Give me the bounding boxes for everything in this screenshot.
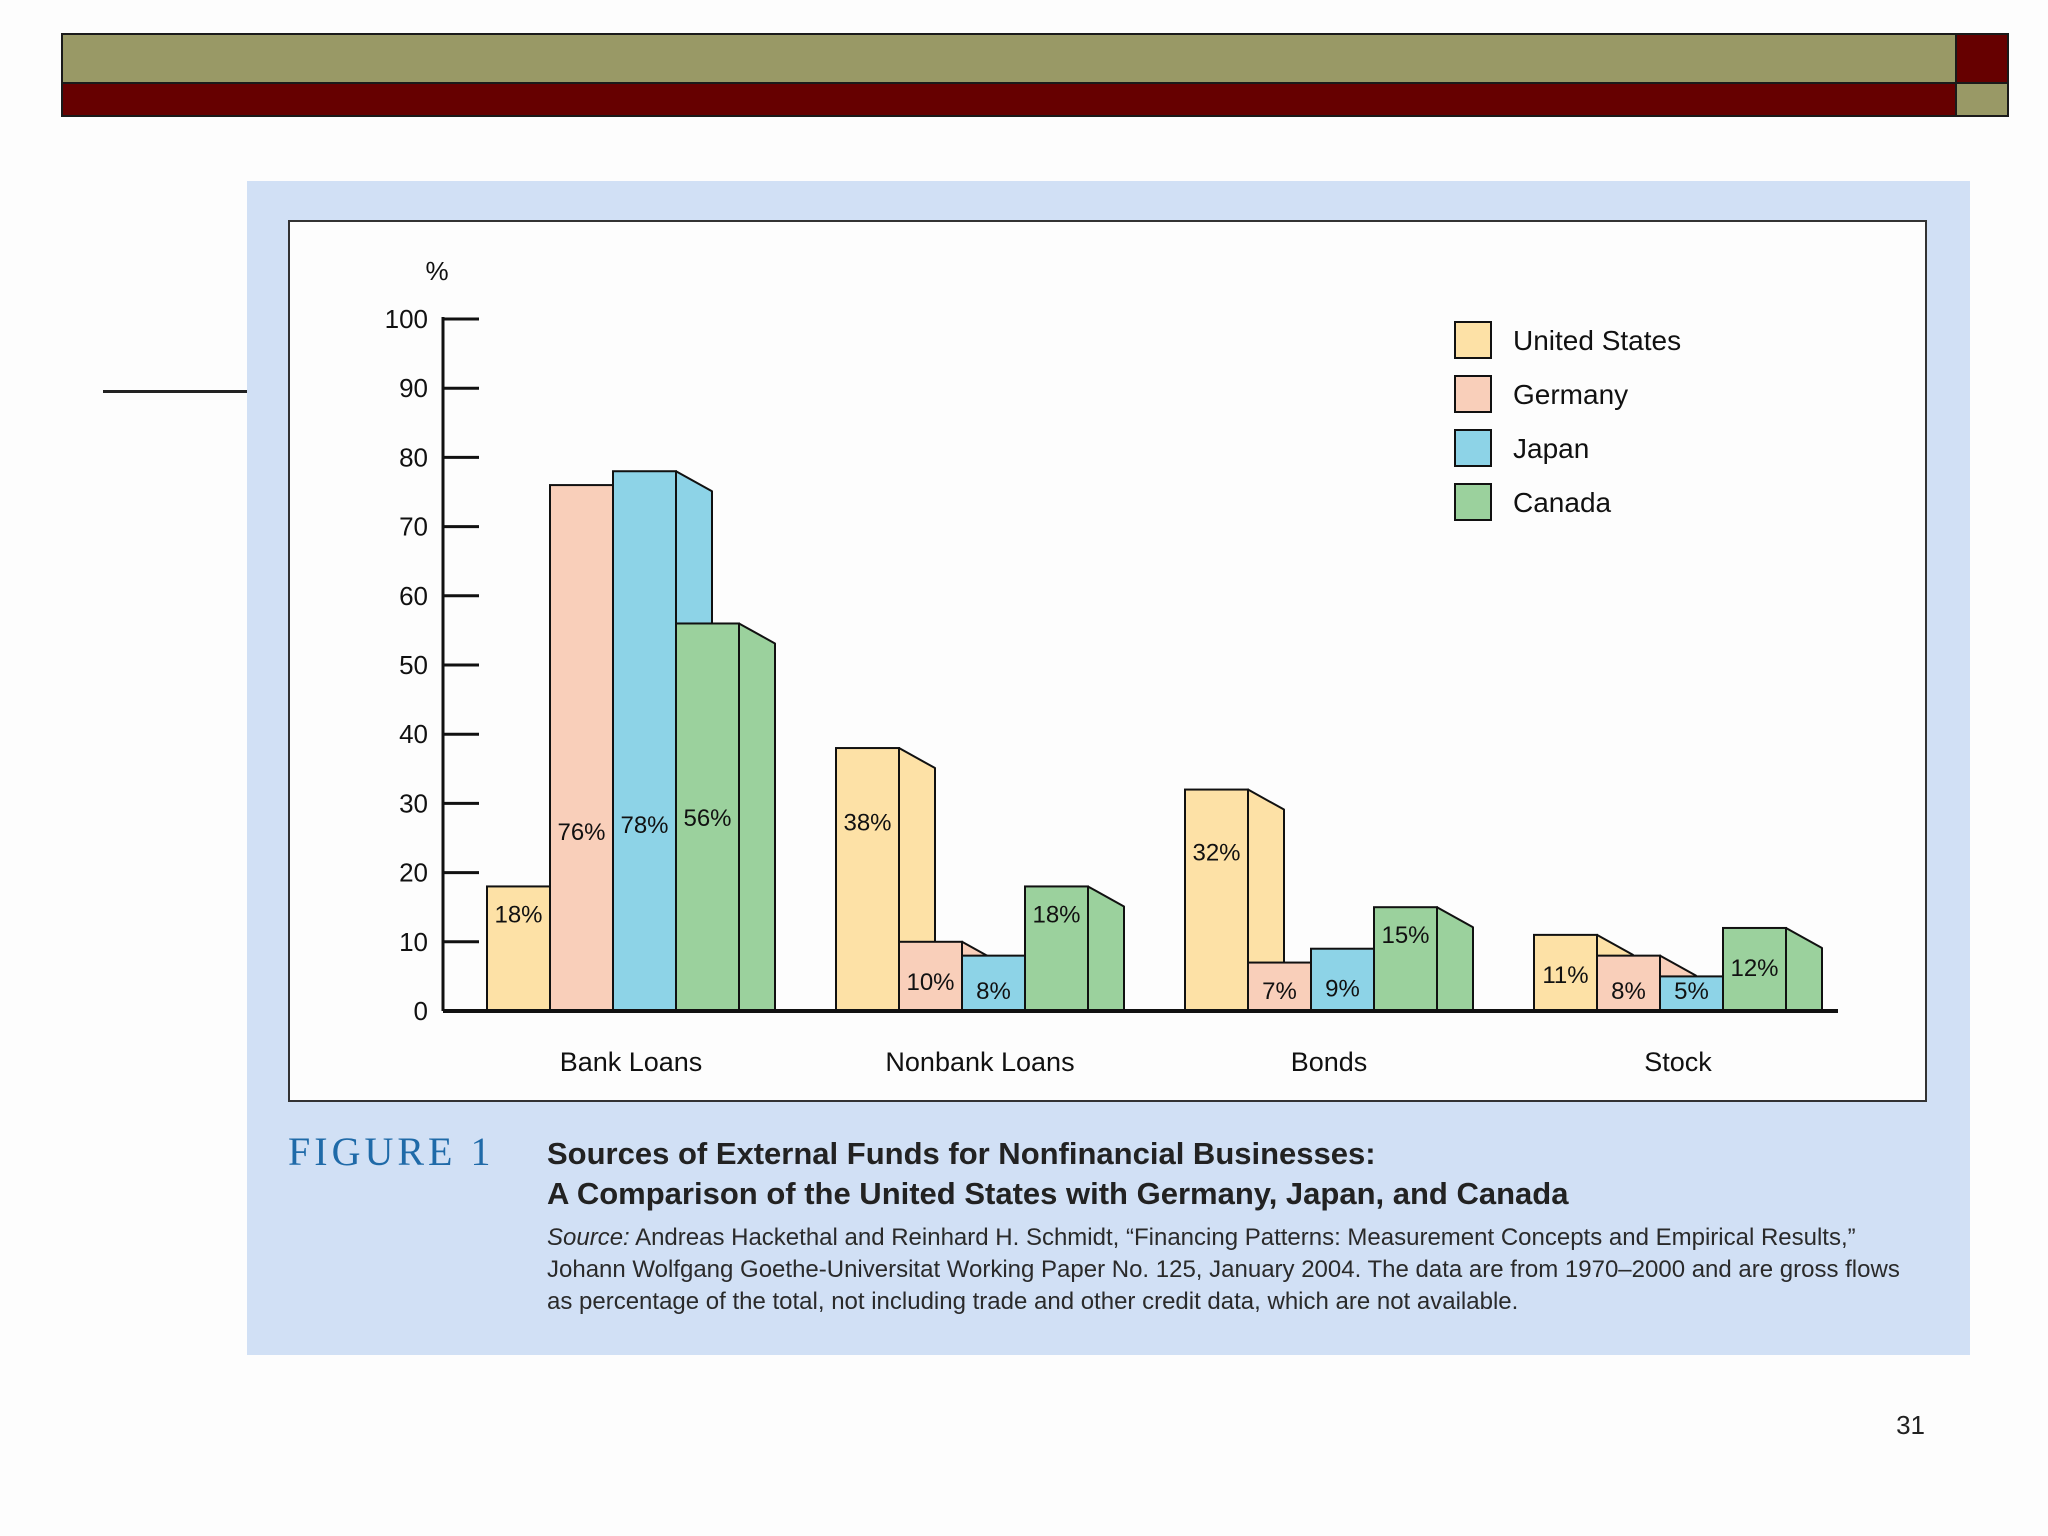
x-tick-label-stock: Stock bbox=[1644, 1047, 1712, 1077]
legend-label-germany: Germany bbox=[1513, 379, 1628, 410]
figure-title: Sources of External Funds for Nonfinanci… bbox=[547, 1134, 1568, 1214]
legend-label-japan: Japan bbox=[1513, 433, 1589, 464]
bar-japan-bonds bbox=[1310, 947, 1375, 1012]
data-label-germany-stock: 8% bbox=[1611, 978, 1646, 1005]
y-tick-label: 30 bbox=[399, 788, 428, 818]
bar-side-canada-bank-loans bbox=[738, 622, 776, 1012]
data-label-united-states-bank-loans: 18% bbox=[494, 901, 542, 928]
legend-swatch-canada bbox=[1454, 483, 1492, 521]
bar-germany-bank-loans bbox=[549, 484, 614, 1012]
bar-united-states-bonds bbox=[1184, 788, 1249, 1012]
bar-side-canada-bonds bbox=[1436, 906, 1474, 1012]
legend-swatch-japan bbox=[1454, 429, 1492, 467]
bar-chart: % 0 10 20 30 40 50 60 70 80 90 100 18% 76% 78% 56% Bank … bbox=[385, 256, 1838, 1077]
header-corner-square-maroon bbox=[1957, 33, 2009, 84]
bar-united-states-bank-loans bbox=[486, 885, 551, 1012]
data-label-canada-nonbank-loans: 18% bbox=[1032, 901, 1080, 928]
chart-container: % 0 10 20 30 40 50 60 70 80 90 100 18% 76% 78% 56% Bank … bbox=[288, 220, 1927, 1102]
figure-source: Source: Andreas Hackethal and Reinhard H… bbox=[547, 1222, 1917, 1318]
y-tick-label: 70 bbox=[399, 512, 428, 542]
slide-header-bar bbox=[61, 33, 2009, 117]
figure-label: FIGURE 1 bbox=[288, 1129, 495, 1174]
data-label-canada-bank-loans: 56% bbox=[683, 805, 731, 832]
data-label-germany-bonds: 7% bbox=[1262, 978, 1297, 1005]
header-maroon-band bbox=[61, 84, 1957, 117]
figure-title-line-2: A Comparison of the United States with G… bbox=[547, 1176, 1569, 1211]
y-tick-label: 20 bbox=[399, 858, 428, 888]
page-number: 31 bbox=[1896, 1410, 1925, 1440]
bar-canada-bonds bbox=[1373, 906, 1438, 1013]
bar-japan-nonbank-loans bbox=[961, 954, 1026, 1013]
bar-united-states-nonbank-loans bbox=[835, 747, 900, 1012]
data-label-japan-bonds: 9% bbox=[1325, 976, 1360, 1003]
data-label-canada-stock: 12% bbox=[1730, 955, 1778, 982]
data-label-germany-bank-loans: 76% bbox=[557, 819, 605, 846]
figure-title-line-1: Sources of External Funds for Nonfinanci… bbox=[547, 1136, 1376, 1171]
x-tick-label-nonbank-loans: Nonbank Loans bbox=[885, 1047, 1074, 1077]
bar-japan-stock bbox=[1659, 975, 1724, 1013]
data-label-united-states-bonds: 32% bbox=[1192, 840, 1240, 867]
data-label-germany-nonbank-loans: 10% bbox=[906, 969, 954, 996]
bar-side-canada-nonbank-loans bbox=[1087, 885, 1125, 1012]
data-label-japan-stock: 5% bbox=[1674, 978, 1709, 1005]
source-text: Andreas Hackethal and Reinhard H. Schmid… bbox=[547, 1224, 1900, 1315]
data-label-japan-nonbank-loans: 8% bbox=[976, 978, 1011, 1005]
y-tick-label: 10 bbox=[399, 927, 428, 957]
data-label-canada-bonds: 15% bbox=[1381, 922, 1429, 949]
legend-label-canada: Canada bbox=[1513, 487, 1612, 518]
bar-side-canada-stock bbox=[1785, 926, 1823, 1012]
y-tick-label: 40 bbox=[399, 719, 428, 749]
y-tick-label: 60 bbox=[399, 581, 428, 611]
y-axis-label: % bbox=[425, 256, 448, 286]
y-tick-label: 50 bbox=[399, 650, 428, 680]
bar-japan-bank-loans bbox=[612, 470, 677, 1013]
legend-swatch-germany bbox=[1454, 375, 1492, 413]
source-label: Source: bbox=[547, 1224, 630, 1251]
y-tick-label: 90 bbox=[399, 373, 428, 403]
legend-swatch-united-states bbox=[1454, 321, 1492, 359]
bar-united-states-stock bbox=[1533, 933, 1598, 1013]
y-tick-label: 100 bbox=[385, 304, 428, 334]
y-tick-label: 80 bbox=[399, 442, 428, 472]
header-olive-band bbox=[61, 33, 1957, 84]
header-corner-square-olive bbox=[1957, 84, 2009, 117]
legend-label-united-states: United States bbox=[1513, 325, 1681, 356]
bar-canada-stock bbox=[1722, 926, 1787, 1013]
data-label-united-states-stock: 11% bbox=[1542, 962, 1588, 989]
decorative-rule bbox=[103, 390, 247, 393]
data-label-japan-bank-loans: 78% bbox=[620, 812, 668, 839]
data-label-united-states-nonbank-loans: 38% bbox=[843, 810, 891, 837]
x-tick-label-bonds: Bonds bbox=[1291, 1047, 1368, 1077]
bar-canada-bank-loans bbox=[675, 622, 740, 1012]
x-tick-label-bank-loans: Bank Loans bbox=[560, 1047, 703, 1077]
y-tick-label: 0 bbox=[414, 996, 428, 1026]
